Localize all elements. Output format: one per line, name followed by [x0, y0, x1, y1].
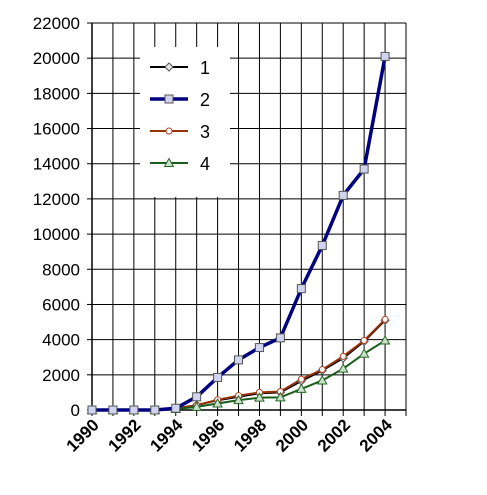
series-2-point	[359, 164, 369, 174]
legend-label: 1	[200, 58, 210, 78]
y-axis-tick-labels: 0 2000 4000 6000 8000 10000 12000 14000 16000 180…	[33, 14, 80, 420]
y-tick-label: 2000	[42, 366, 80, 385]
y-tick-label: 20000	[33, 49, 80, 68]
series-2-point	[129, 405, 139, 415]
series-4-point	[316, 374, 328, 385]
legend-swatch-marker	[165, 127, 173, 135]
y-tick-label: 14000	[33, 155, 80, 174]
y-tick-label: 10000	[33, 225, 80, 244]
series-2-point	[108, 405, 118, 415]
series-4-point	[379, 334, 391, 345]
series-4-point	[233, 394, 244, 405]
y-tick-label: 22000	[33, 14, 80, 33]
x-tick-label: 2004	[356, 415, 397, 456]
y-tick-label: 8000	[42, 260, 80, 279]
series-2-point	[234, 355, 244, 365]
series-2-point	[213, 372, 223, 382]
series-4-point	[275, 391, 286, 402]
series-2-point	[296, 284, 306, 294]
series-3-point	[318, 366, 326, 374]
legend: 1 2 3 4	[140, 47, 230, 197]
x-tick-label: 1998	[230, 415, 270, 455]
series-3-point	[297, 375, 305, 383]
series-4-point	[212, 397, 223, 408]
x-tick-label: 1992	[105, 415, 145, 455]
series-3-point	[381, 315, 389, 323]
x-tick-label: 1994	[146, 415, 187, 456]
legend-swatch-marker	[164, 62, 174, 72]
series-4-point	[337, 363, 349, 373]
legend-box	[140, 47, 230, 197]
legend-label: 3	[200, 122, 210, 142]
series-2-point	[192, 392, 202, 402]
series-2-point	[275, 333, 285, 343]
y-tick-label: 6000	[42, 295, 80, 314]
y-tick-label: 12000	[33, 190, 80, 209]
series-3-point	[339, 352, 347, 360]
x-tick-label: 1990	[63, 415, 103, 455]
x-axis-tick-labels: 1990 1992 1994 1996 1998 2000 2002 2004	[63, 415, 397, 456]
series-2-point	[87, 405, 97, 415]
legend-swatch-marker	[164, 94, 174, 104]
legend-label: 4	[200, 154, 210, 174]
series-markers	[86, 51, 391, 415]
y-tick-label: 18000	[33, 84, 80, 103]
series-2-point	[380, 51, 390, 61]
x-tick-label: 1996	[188, 415, 228, 455]
y-tick-label: 0	[71, 401, 80, 420]
legend-label: 2	[200, 90, 210, 110]
series-4-point	[358, 348, 370, 358]
series-2-point	[171, 403, 181, 413]
y-tick-label: 16000	[33, 120, 80, 139]
x-tick-label: 2000	[272, 415, 312, 455]
series-2-point	[317, 241, 327, 251]
legend-swatch-marker	[163, 157, 175, 167]
series-2-point	[254, 343, 264, 353]
series-2-point	[338, 190, 348, 200]
y-tick-label: 4000	[42, 331, 80, 350]
series-4-point	[191, 401, 203, 411]
x-tick-label: 2002	[314, 415, 354, 455]
series-4-point	[295, 383, 307, 393]
series-3-point	[360, 337, 368, 345]
series-4-point	[254, 392, 265, 402]
series-2-point	[150, 405, 160, 415]
